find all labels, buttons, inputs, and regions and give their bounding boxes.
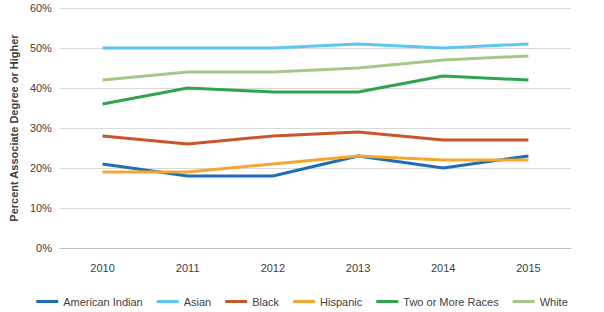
- svg-text:2014: 2014: [431, 262, 455, 274]
- svg-text:2013: 2013: [346, 262, 370, 274]
- svg-text:2011: 2011: [176, 262, 200, 274]
- svg-text:50%: 50%: [30, 42, 52, 54]
- svg-text:Percent Associate Degree or Hi: Percent Associate Degree or Higher: [8, 34, 20, 222]
- svg-text:20%: 20%: [30, 162, 52, 174]
- svg-text:0%: 0%: [36, 242, 52, 254]
- svg-text:2010: 2010: [90, 262, 114, 274]
- svg-text:Asian: Asian: [184, 296, 212, 308]
- svg-text:Two or More Races: Two or More Races: [403, 296, 499, 308]
- svg-text:2015: 2015: [516, 262, 540, 274]
- svg-text:American Indian: American Indian: [63, 296, 143, 308]
- svg-text:Black: Black: [252, 296, 279, 308]
- svg-text:30%: 30%: [30, 122, 52, 134]
- svg-text:2012: 2012: [261, 262, 285, 274]
- svg-text:Hispanic: Hispanic: [320, 296, 363, 308]
- svg-text:White: White: [540, 296, 568, 308]
- svg-text:40%: 40%: [30, 82, 52, 94]
- svg-text:10%: 10%: [30, 202, 52, 214]
- svg-text:60%: 60%: [30, 2, 52, 14]
